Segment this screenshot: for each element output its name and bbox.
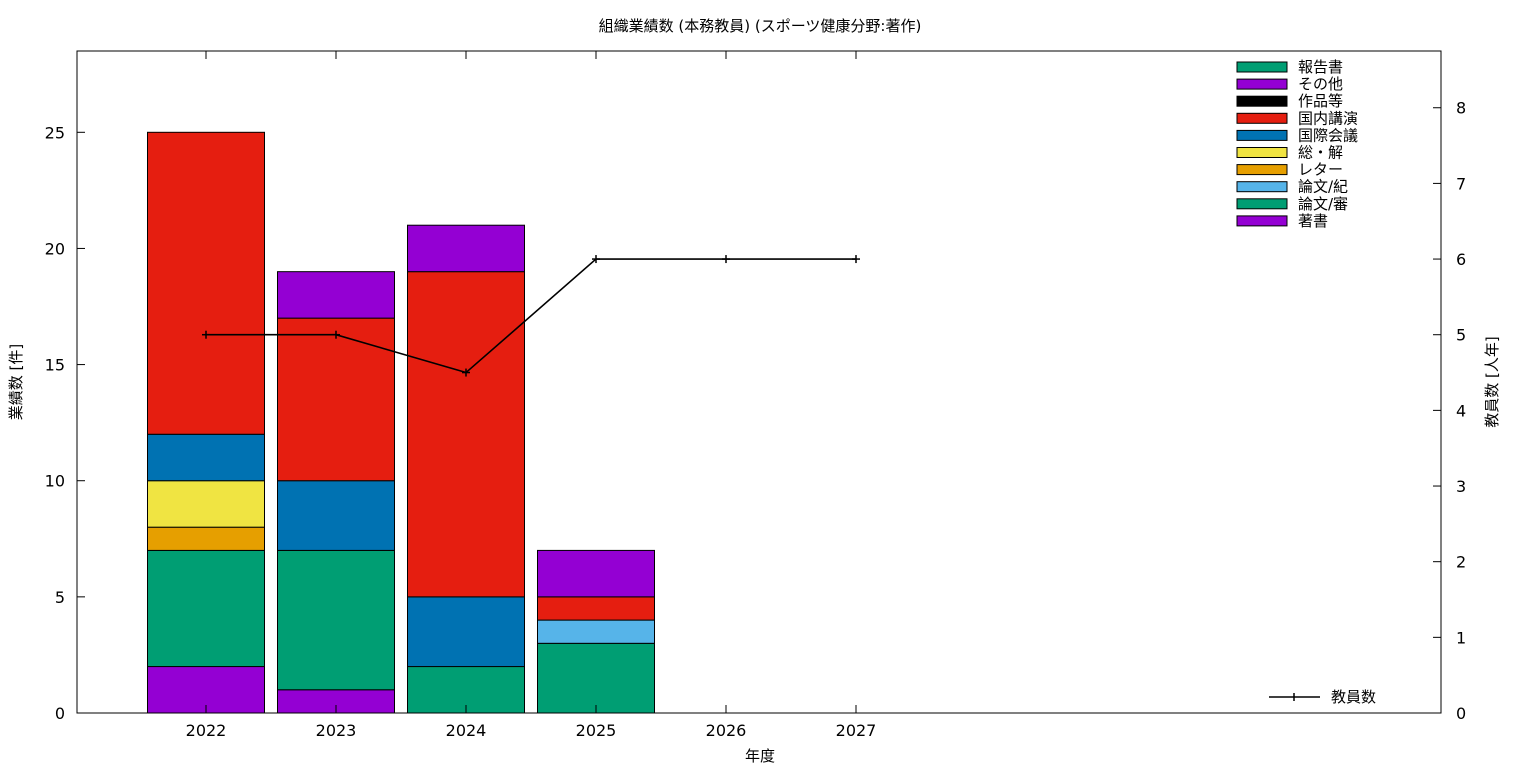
legend-swatch — [1236, 129, 1288, 141]
legend-swatch — [1236, 215, 1288, 227]
legend-label: 総・解 — [1298, 144, 1343, 162]
legend-line-label: 教員数 — [1331, 688, 1376, 706]
chart-title: 組織業績数 (本務教員) (スポーツ健康分野:著作) — [599, 17, 922, 35]
legend-swatch — [1236, 147, 1288, 158]
legend-label: 著書 — [1298, 212, 1328, 230]
legend-swatch — [1236, 78, 1288, 90]
bar-segment — [277, 480, 395, 551]
legend-label: レター — [1298, 161, 1343, 179]
x-tick-label: 2027 — [836, 721, 877, 740]
legend-swatch — [1236, 181, 1288, 193]
y2-axis-title: 教員数 [人年] — [1483, 336, 1501, 427]
legend-label: その他 — [1298, 75, 1343, 93]
line-point — [202, 330, 210, 339]
x-axis-title: 年度 — [745, 747, 775, 765]
plot-frame — [76, 50, 1442, 714]
line-point — [462, 368, 470, 377]
y-tick-label: 20 — [45, 239, 65, 258]
bar-segment — [407, 271, 525, 598]
legend-label: 論文/審 — [1298, 195, 1348, 213]
line-point — [852, 255, 860, 264]
legend-label: 国際会議 — [1298, 126, 1358, 144]
y2-tick-label: 7 — [1456, 174, 1466, 193]
legend-swatch — [1236, 95, 1288, 107]
bar-segment — [277, 549, 395, 691]
y2-tick-label: 4 — [1456, 401, 1466, 420]
y-tick-label: 5 — [55, 588, 65, 607]
y-tick-label: 25 — [45, 123, 65, 142]
y-tick-label: 0 — [55, 704, 65, 723]
legend-swatch — [1236, 164, 1288, 176]
x-tick-label: 2025 — [576, 721, 617, 740]
bar-segment — [147, 549, 265, 668]
legend-label: 国内講演 — [1298, 109, 1358, 127]
y-tick-label: 15 — [45, 356, 65, 375]
legend-swatch — [1236, 61, 1288, 73]
x-tick-label: 2026 — [706, 721, 747, 740]
x-tick-label: 2023 — [316, 721, 357, 740]
bar-segment — [537, 642, 655, 714]
bar-segment — [147, 433, 265, 482]
y2-tick-label: 0 — [1456, 704, 1466, 723]
bar-segment — [537, 596, 655, 621]
legend-label: 報告書 — [1298, 58, 1343, 76]
x-tick-label: 2022 — [186, 721, 227, 740]
x-tick-label: 2024 — [446, 721, 487, 740]
y-tick-label: 10 — [45, 472, 65, 491]
bar-segment — [537, 549, 655, 598]
bar-segment — [147, 131, 265, 435]
legend-swatch — [1236, 198, 1288, 210]
bar-segment — [277, 271, 395, 319]
line-point — [592, 255, 600, 264]
legend-label: 論文/紀 — [1298, 178, 1348, 196]
legend-label: 作品等 — [1298, 92, 1343, 110]
bar-segment — [147, 480, 265, 528]
bar-segment — [537, 619, 655, 644]
line-point — [722, 255, 730, 264]
bar-segment — [147, 526, 265, 551]
line-series — [206, 258, 856, 374]
y2-tick-label: 5 — [1456, 326, 1466, 345]
line-layer — [202, 255, 860, 377]
line-point — [332, 330, 340, 339]
y-axis-title: 業績数 [件] — [7, 344, 25, 420]
y2-tick-label: 1 — [1456, 628, 1466, 647]
y2-tick-label: 3 — [1456, 477, 1466, 496]
y2-tick-label: 8 — [1456, 99, 1466, 118]
bar-segment — [277, 317, 395, 482]
bar-segment — [407, 596, 525, 668]
y2-tick-label: 6 — [1456, 250, 1466, 269]
y2-tick-label: 2 — [1456, 553, 1466, 572]
bars-layer — [147, 131, 655, 714]
bar-segment — [407, 224, 525, 273]
legend-swatch — [1236, 112, 1288, 124]
